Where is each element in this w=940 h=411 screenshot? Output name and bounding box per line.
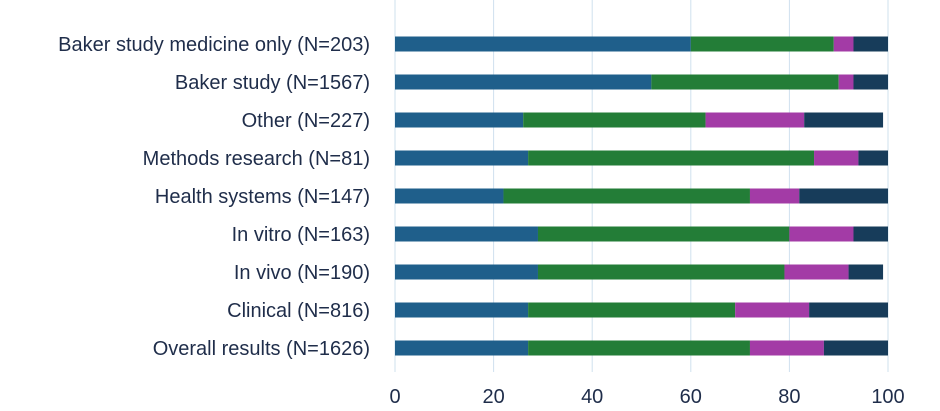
bar-segment-series-3 — [838, 74, 854, 90]
bar-segment-series-2 — [523, 112, 706, 128]
bar-segment-series-1 — [395, 36, 691, 52]
bar-segment-series-2 — [690, 36, 834, 52]
x-tick-label: 100 — [871, 386, 904, 408]
category-label: Clinical (N=816) — [227, 300, 370, 322]
category-label: Other (N=227) — [242, 110, 370, 132]
bar-segment-series-1 — [395, 264, 538, 280]
category-label: Overall results (N=1626) — [153, 338, 370, 360]
bar-segment-series-3 — [749, 188, 800, 204]
bar-segment-series-2 — [537, 226, 790, 242]
bar-segment-series-3 — [749, 340, 824, 356]
bar-segment-series-1 — [395, 302, 529, 318]
bar-segment-series-3 — [814, 150, 859, 166]
bar-segment-series-3 — [784, 264, 849, 280]
bar-segment-series-4 — [823, 340, 888, 356]
x-tick-label: 0 — [389, 386, 400, 408]
category-label: In vitro (N=163) — [232, 224, 370, 246]
x-tick-label: 40 — [581, 386, 603, 408]
x-tick-labels: 0 20 40 60 80 100 — [389, 386, 904, 408]
category-labels: Baker study medicine only (N=203) Baker s… — [58, 34, 370, 360]
bar-segment-series-4 — [858, 150, 888, 166]
x-tick-label: 80 — [778, 386, 800, 408]
bar-segment-series-3 — [735, 302, 810, 318]
bar-segment-series-1 — [395, 188, 504, 204]
bar-segment-series-1 — [395, 74, 652, 90]
bar-segment-series-3 — [833, 36, 854, 52]
category-label: Methods research (N=81) — [143, 148, 370, 170]
bar-segment-series-1 — [395, 112, 524, 128]
bar-segment-series-2 — [537, 264, 785, 280]
category-label: Baker study (N=1567) — [175, 72, 370, 94]
x-tick-label: 60 — [680, 386, 702, 408]
bar-segment-series-2 — [651, 74, 839, 90]
bar-segment-series-4 — [853, 74, 888, 90]
bar-segment-series-1 — [395, 226, 538, 242]
bar-segment-series-3 — [789, 226, 854, 242]
bar-segment-series-1 — [395, 340, 529, 356]
bar-segment-series-2 — [528, 150, 815, 166]
bar-segment-series-4 — [848, 264, 884, 280]
bar-segment-series-4 — [853, 226, 888, 242]
bar-segment-series-4 — [853, 36, 888, 52]
x-tick-label: 20 — [482, 386, 504, 408]
category-label: Baker study medicine only (N=203) — [58, 34, 370, 56]
bar-segment-series-2 — [528, 302, 736, 318]
bar-segment-series-4 — [804, 112, 884, 128]
bar-segment-series-1 — [395, 150, 529, 166]
bar-segment-series-2 — [528, 340, 750, 356]
bar-segment-series-3 — [705, 112, 805, 128]
bar-segment-series-4 — [809, 302, 888, 318]
bar-segment-series-4 — [799, 188, 888, 204]
category-label: Health systems (N=147) — [155, 186, 370, 208]
category-label: In vivo (N=190) — [234, 262, 370, 284]
bars — [395, 36, 888, 356]
bar-segment-series-2 — [503, 188, 750, 204]
